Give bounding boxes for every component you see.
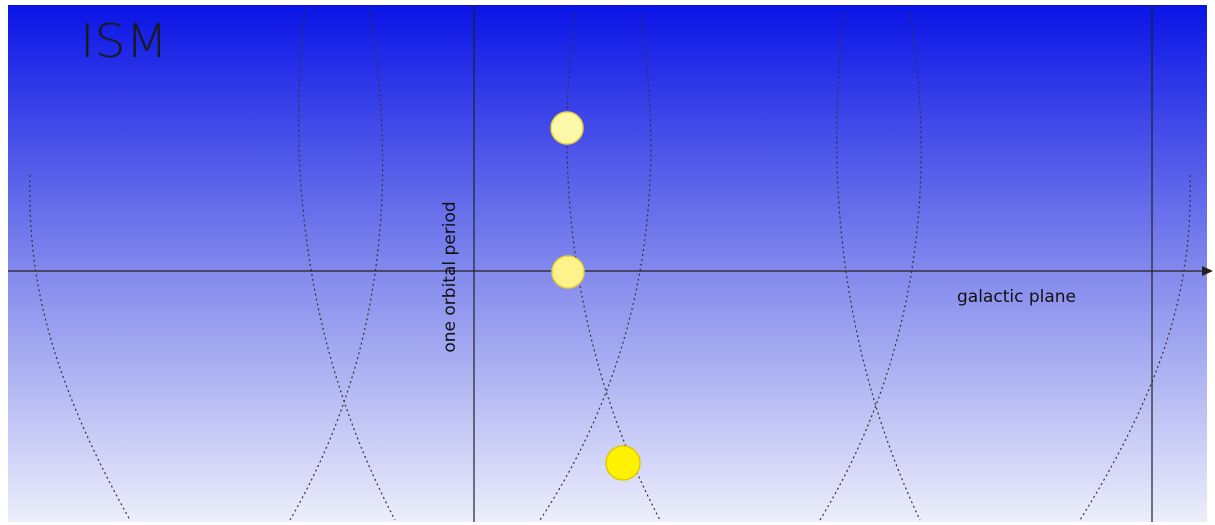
background	[8, 5, 1207, 522]
star	[605, 445, 641, 481]
star	[550, 111, 584, 145]
orbit-curve	[819, 11, 922, 521]
vertical-axis-label: one orbital period	[440, 201, 460, 352]
orbit-curve	[566, 11, 661, 521]
star	[551, 255, 585, 289]
orbit-curve	[836, 11, 921, 521]
horizontal-axis-label: galactic plane	[957, 287, 1076, 307]
orbit-curve	[1079, 174, 1191, 521]
orbit-curve	[29, 174, 131, 521]
axis-arrow	[1202, 266, 1213, 276]
orbit-curve	[539, 14, 652, 521]
orbit-curves	[29, 9, 1191, 521]
region-label: ISM	[80, 14, 168, 68]
